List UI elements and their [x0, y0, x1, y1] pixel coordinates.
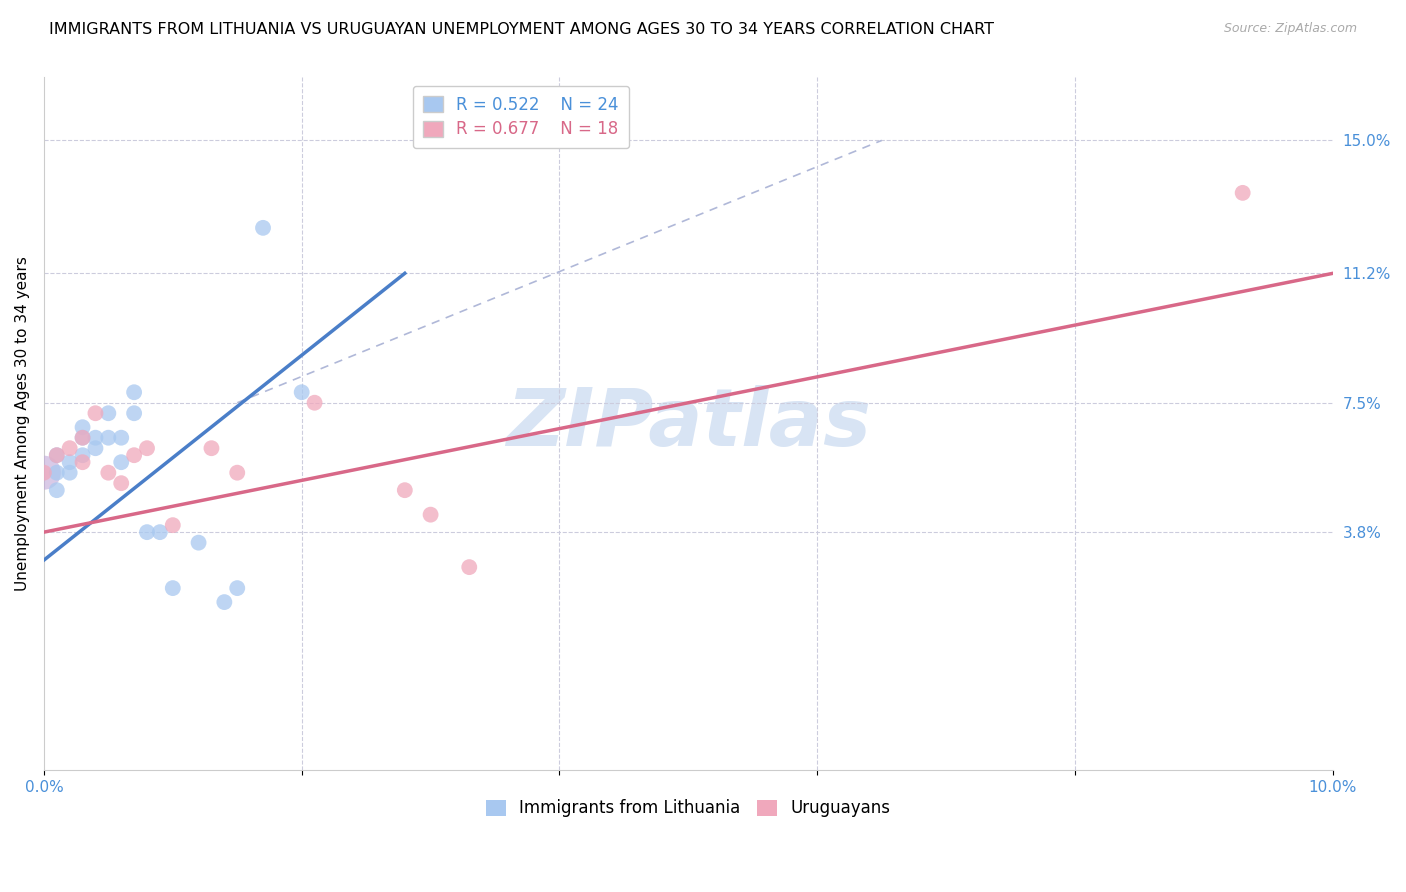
Point — [45, 448, 67, 462]
Point — [45, 448, 67, 462]
Point — [458, 560, 481, 574]
Point — [97, 406, 120, 420]
Point — [110, 431, 132, 445]
Point — [59, 455, 82, 469]
Point — [110, 476, 132, 491]
Point — [110, 455, 132, 469]
Point — [226, 581, 249, 595]
Point — [97, 431, 120, 445]
Point — [200, 441, 222, 455]
Point — [72, 448, 94, 462]
Legend: Immigrants from Lithuania, Uruguayans: Immigrants from Lithuania, Uruguayans — [479, 793, 897, 824]
Point — [214, 595, 236, 609]
Point — [45, 466, 67, 480]
Point — [32, 466, 55, 480]
Point — [72, 455, 94, 469]
Point — [59, 441, 82, 455]
Point — [45, 483, 67, 498]
Text: IMMIGRANTS FROM LITHUANIA VS URUGUAYAN UNEMPLOYMENT AMONG AGES 30 TO 34 YEARS CO: IMMIGRANTS FROM LITHUANIA VS URUGUAYAN U… — [49, 22, 994, 37]
Point — [252, 220, 274, 235]
Point — [72, 420, 94, 434]
Point — [122, 448, 145, 462]
Point — [72, 431, 94, 445]
Point — [84, 431, 107, 445]
Point — [72, 431, 94, 445]
Text: Source: ZipAtlas.com: Source: ZipAtlas.com — [1223, 22, 1357, 36]
Point — [59, 466, 82, 480]
Point — [136, 525, 159, 540]
Point — [162, 581, 184, 595]
Point — [162, 518, 184, 533]
Point — [122, 385, 145, 400]
Point — [84, 441, 107, 455]
Point — [1232, 186, 1254, 200]
Point — [32, 466, 55, 480]
Point — [122, 406, 145, 420]
Y-axis label: Unemployment Among Ages 30 to 34 years: Unemployment Among Ages 30 to 34 years — [15, 256, 30, 591]
Point — [394, 483, 416, 498]
Point — [304, 395, 326, 409]
Point — [84, 406, 107, 420]
Point — [187, 535, 209, 549]
Point — [419, 508, 441, 522]
Point — [97, 466, 120, 480]
Point — [149, 525, 172, 540]
Point — [136, 441, 159, 455]
Point — [226, 466, 249, 480]
Text: ZIPatlas: ZIPatlas — [506, 384, 870, 463]
Point — [291, 385, 314, 400]
